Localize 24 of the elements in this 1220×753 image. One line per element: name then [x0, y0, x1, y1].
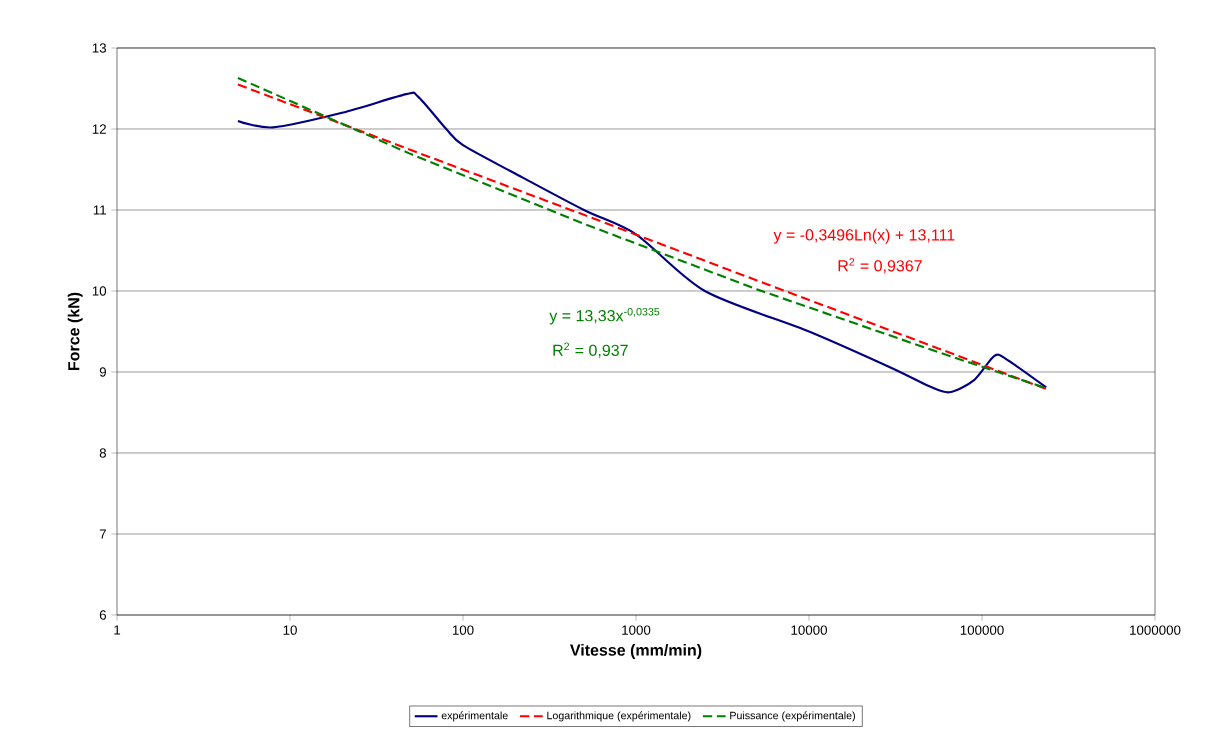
legend-label: Logarithmique (expérimentale)	[547, 711, 691, 722]
x-tick-label: 100000	[960, 625, 1004, 635]
x-axis-title: Vitesse (mm/min)	[570, 644, 702, 659]
y-tick-label: 13	[92, 43, 107, 53]
annotation: R$^{2}$ = 0,9367	[838, 258, 922, 274]
annotation: y = 13,33x$^{-0,0335}$	[549, 307, 660, 325]
y-tick-label: 9	[99, 367, 106, 377]
y-tick-label: 7	[99, 529, 106, 539]
y-tick-label: 12	[92, 124, 106, 134]
x-tick-label: 1000000	[1130, 625, 1181, 635]
y-tick-label: 6	[99, 610, 107, 620]
y-axis-title: Force (kN)	[67, 292, 83, 370]
legend-label: expérimentale	[441, 711, 508, 722]
annotation: y = -0,3496Ln(x) + 13,111	[773, 228, 955, 244]
annotation: R$^{2}$ = 0,937	[553, 342, 628, 358]
x-tick-label: 10	[283, 625, 297, 635]
x-tick-label: 1	[114, 625, 121, 635]
x-tick-label: 10000	[791, 625, 828, 635]
legend-label: Puissance (expérimentale)	[730, 711, 855, 722]
x-tick-label: 1000	[622, 625, 651, 635]
x-tick-label: 100	[452, 625, 474, 635]
y-tick-label: 10	[92, 286, 107, 296]
y-tick-label: 11	[93, 205, 106, 215]
y-tick-label: 8	[99, 448, 107, 458]
